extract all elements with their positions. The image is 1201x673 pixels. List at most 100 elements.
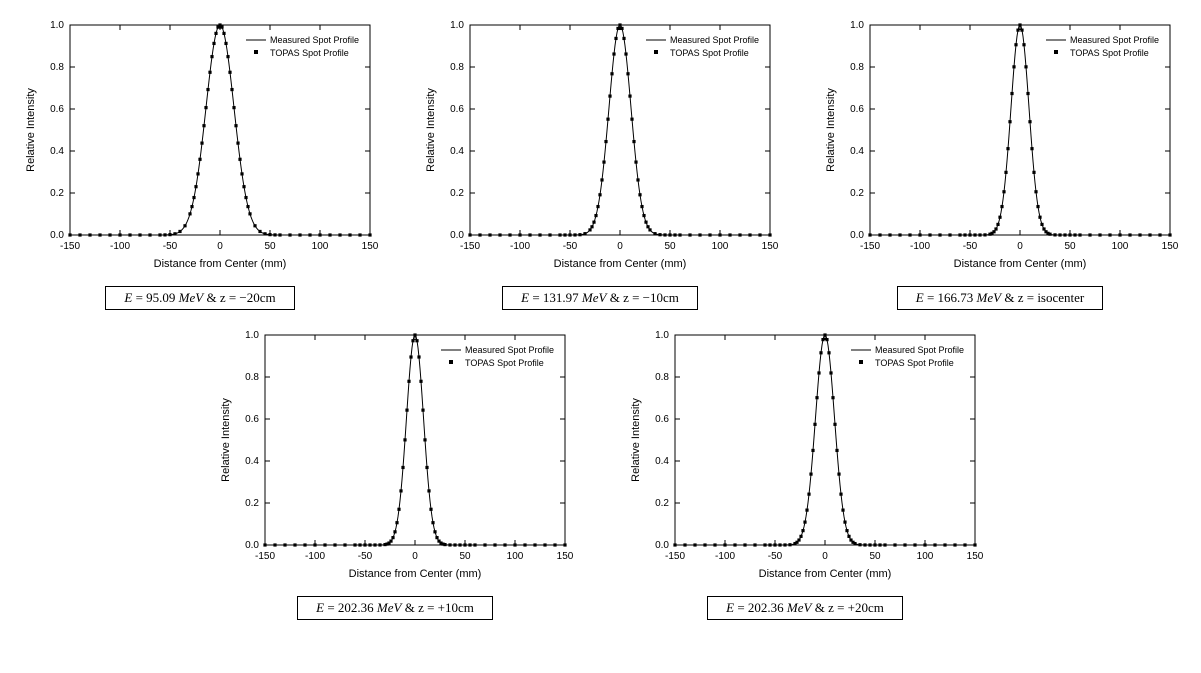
svg-text:0: 0: [412, 551, 418, 562]
svg-text:100: 100: [312, 241, 329, 252]
svg-text:0.6: 0.6: [850, 104, 864, 115]
caption-z: isocenter: [1037, 290, 1084, 305]
caption-1: E = 95.09 MeV & z = −20cm: [105, 286, 294, 310]
caption-E-symbol: E =: [726, 600, 748, 615]
svg-text:Distance from Center (mm): Distance from Center (mm): [954, 258, 1087, 270]
svg-text:0.6: 0.6: [245, 414, 259, 425]
caption-z: +20cm: [848, 600, 884, 615]
svg-text:-50: -50: [563, 241, 578, 252]
svg-text:100: 100: [507, 551, 524, 562]
svg-text:0.6: 0.6: [655, 414, 669, 425]
svg-text:0: 0: [617, 241, 623, 252]
svg-text:0.2: 0.2: [850, 188, 864, 199]
caption-4: E = 202.36 MeV & z = +10cm: [297, 596, 493, 620]
chart-grid: -150 -100 -50 0 50 100 150 0.0 0.2 0.4 0.6 0.8 1.0 Di…: [10, 10, 1190, 620]
svg-text:Distance from Center (mm): Distance from Center (mm): [349, 568, 482, 580]
caption-3: E = 166.73 MeV & z = isocenter: [897, 286, 1103, 310]
chart-cell-4: -150-100-500501001500.00.20.40.60.81.0Di…: [210, 320, 580, 620]
svg-text:Measured Spot Profile: Measured Spot Profile: [465, 345, 554, 355]
chart-1: -150-100-500501001500.00.20.40.60.81.0Di…: [15, 10, 385, 280]
svg-text:-50: -50: [358, 551, 373, 562]
svg-text:0: 0: [822, 551, 828, 562]
svg-text:0.4: 0.4: [50, 146, 64, 157]
svg-text:0.0: 0.0: [850, 230, 864, 241]
svg-text:-150: -150: [665, 551, 685, 562]
caption-E-symbol: E =: [124, 290, 146, 305]
chart-cell-3: -150-100-500501001500.00.20.40.60.81.0Di…: [810, 10, 1190, 310]
svg-text:-100: -100: [910, 241, 930, 252]
svg-text:Measured Spot Profile: Measured Spot Profile: [875, 345, 964, 355]
svg-text:0.2: 0.2: [50, 188, 64, 199]
caption-E-val: 166.73: [938, 290, 974, 305]
caption-E-val: 131.97: [543, 290, 579, 305]
caption-2: E = 131.97 MeV & z = −10cm: [502, 286, 698, 310]
svg-text:TOPAS Spot Profile: TOPAS Spot Profile: [1070, 48, 1149, 58]
svg-text:0.8: 0.8: [450, 62, 464, 73]
svg-text:0.8: 0.8: [50, 62, 64, 73]
svg-text:-150: -150: [460, 241, 480, 252]
svg-text:150: 150: [762, 241, 779, 252]
svg-text:0.4: 0.4: [655, 456, 669, 467]
caption-z: −10cm: [643, 290, 679, 305]
chart-cell-2: -150-100-500501001500.00.20.40.60.81.0Di…: [410, 10, 790, 310]
caption-E-val: 202.36: [338, 600, 374, 615]
svg-text:1.0: 1.0: [655, 330, 669, 341]
chart-2: -150-100-500501001500.00.20.40.60.81.0Di…: [415, 10, 785, 280]
svg-text:Distance from Center (mm): Distance from Center (mm): [154, 258, 287, 270]
caption-unit: MeV & z =: [787, 600, 848, 615]
svg-text:Relative Intensity: Relative Intensity: [630, 398, 642, 482]
svg-text:1.0: 1.0: [245, 330, 259, 341]
svg-text:100: 100: [1112, 241, 1129, 252]
svg-text:TOPAS Spot Profile: TOPAS Spot Profile: [270, 48, 349, 58]
svg-text:Relative Intensity: Relative Intensity: [25, 88, 37, 172]
svg-text:0.2: 0.2: [655, 498, 669, 509]
svg-text:0.0: 0.0: [245, 540, 259, 551]
caption-z: +10cm: [438, 600, 474, 615]
svg-text:-100: -100: [305, 551, 325, 562]
svg-text:TOPAS Spot Profile: TOPAS Spot Profile: [465, 358, 544, 368]
svg-text:0.2: 0.2: [450, 188, 464, 199]
svg-text:0.4: 0.4: [850, 146, 864, 157]
caption-5: E = 202.36 MeV & z = +20cm: [707, 596, 903, 620]
svg-text:0.8: 0.8: [245, 372, 259, 383]
svg-text:0.2: 0.2: [245, 498, 259, 509]
svg-text:0.4: 0.4: [450, 146, 464, 157]
caption-E-val: 202.36: [748, 600, 784, 615]
caption-unit: MeV & z =: [179, 290, 240, 305]
svg-text:TOPAS Spot Profile: TOPAS Spot Profile: [670, 48, 749, 58]
chart-cell-1: -150-100-500501001500.00.20.40.60.81.0Di…: [10, 10, 390, 310]
svg-text:-150: -150: [255, 551, 275, 562]
svg-text:50: 50: [264, 241, 276, 252]
svg-text:-50: -50: [163, 241, 178, 252]
svg-text:0.8: 0.8: [655, 372, 669, 383]
caption-unit: MeV & z =: [977, 290, 1038, 305]
svg-text:-100: -100: [110, 241, 130, 252]
svg-text:1.0: 1.0: [50, 20, 64, 31]
svg-text:0.8: 0.8: [850, 62, 864, 73]
svg-text:-100: -100: [715, 551, 735, 562]
svg-text:150: 150: [967, 551, 984, 562]
svg-text:-150: -150: [860, 241, 880, 252]
svg-text:50: 50: [664, 241, 676, 252]
svg-text:Distance from Center (mm): Distance from Center (mm): [554, 258, 687, 270]
svg-text:-50: -50: [768, 551, 783, 562]
svg-text:-50: -50: [963, 241, 978, 252]
svg-text:0.6: 0.6: [50, 104, 64, 115]
chart-3: -150-100-500501001500.00.20.40.60.81.0Di…: [815, 10, 1185, 280]
svg-text:Relative Intensity: Relative Intensity: [825, 88, 837, 172]
svg-text:0.0: 0.0: [655, 540, 669, 551]
svg-text:0.0: 0.0: [50, 230, 64, 241]
svg-text:150: 150: [557, 551, 574, 562]
svg-text:0.0: 0.0: [450, 230, 464, 241]
svg-text:0.6: 0.6: [450, 104, 464, 115]
svg-text:TOPAS Spot Profile: TOPAS Spot Profile: [875, 358, 954, 368]
caption-E-symbol: E =: [316, 600, 338, 615]
caption-E-symbol: E =: [521, 290, 543, 305]
svg-text:Relative Intensity: Relative Intensity: [220, 398, 232, 482]
svg-text:0.4: 0.4: [245, 456, 259, 467]
svg-text:150: 150: [362, 241, 379, 252]
svg-text:Distance from Center (mm): Distance from Center (mm): [759, 568, 892, 580]
svg-text:Measured Spot Profile: Measured Spot Profile: [1070, 35, 1159, 45]
caption-unit: MeV & z =: [377, 600, 438, 615]
svg-text:1.0: 1.0: [450, 20, 464, 31]
